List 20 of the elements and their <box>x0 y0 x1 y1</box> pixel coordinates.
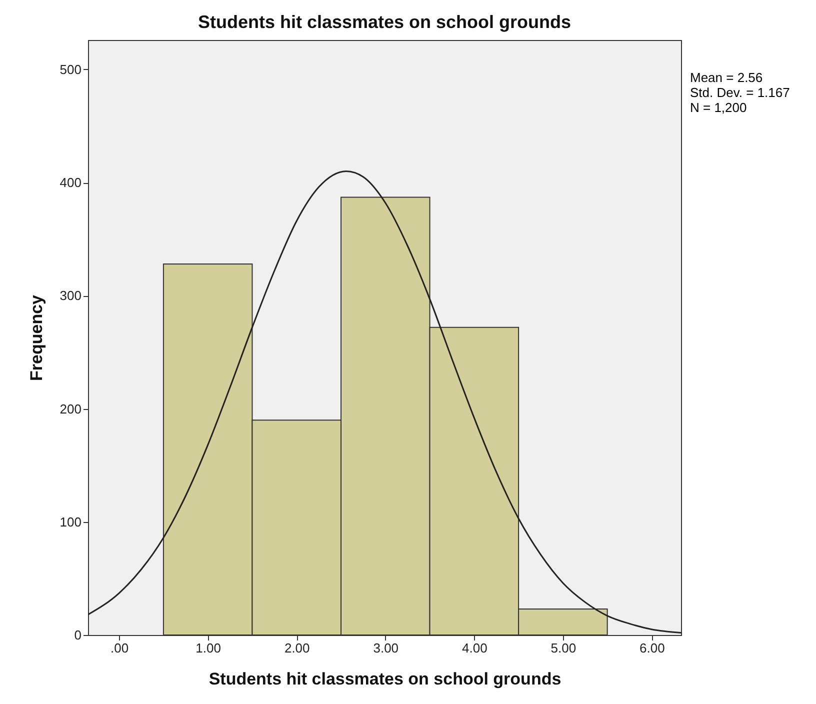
x-tick-label: 5.00 <box>550 640 576 656</box>
x-tick-label: .00 <box>110 640 129 656</box>
text: Mean = 2.56 <box>690 70 764 85</box>
chart-title: Students hit classmates on school grounds <box>198 12 572 32</box>
y-tick-label: 500 <box>60 62 82 77</box>
x-tick-label: 1.00 <box>196 640 221 656</box>
x-tick-label: 2.00 <box>284 640 310 656</box>
y-tick-label: 100 <box>60 514 82 530</box>
y-tick-label: 200 <box>60 401 82 416</box>
y-axis-title: Frequency <box>26 294 46 381</box>
x-tick-label: 6.00 <box>640 640 665 656</box>
line-series <box>88 170 681 634</box>
x-tick-label: 3.00 <box>373 640 399 656</box>
x-tick-label: 4.00 <box>462 640 488 656</box>
y-tick-label: 0 <box>74 628 82 642</box>
y-tick-label: 300 <box>60 288 82 304</box>
x-axis-title: Students hit classmates on school grounds <box>208 670 562 688</box>
text: Std. Dev. = 1.167 <box>690 85 790 100</box>
y-tick-label: 400 <box>60 175 82 190</box>
text: N = 1,200 <box>690 100 748 115</box>
